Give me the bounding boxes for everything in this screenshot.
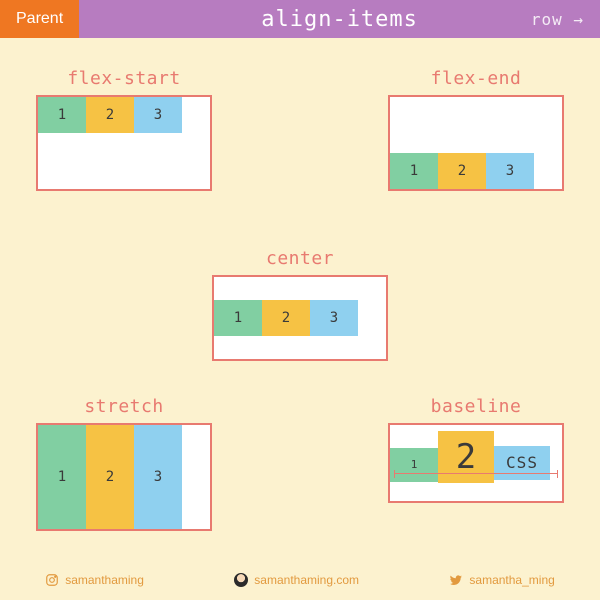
demo-flex-end: 1 2 3: [388, 95, 564, 191]
demo-flex-start: 1 2 3: [36, 95, 212, 191]
footer-instagram: samanthaming: [45, 573, 144, 587]
cell: 1: [390, 448, 438, 482]
cell: 3: [134, 425, 182, 529]
page: Parent align-items row → flex-start 1 2 …: [0, 0, 600, 600]
footer-twitter-text: samantha_ming: [469, 573, 554, 587]
direction-label: row →: [531, 10, 584, 29]
footer-site: samanthaming.com: [234, 573, 359, 587]
demo-baseline: 1 2 CSS: [388, 423, 564, 503]
cell: 3: [310, 300, 358, 336]
example-baseline: baseline 1 2 CSS: [388, 396, 564, 503]
cell: 1: [38, 97, 86, 133]
label-baseline: baseline: [431, 396, 522, 417]
label-flex-end: flex-end: [431, 68, 522, 89]
cell: 2: [86, 425, 134, 529]
instagram-icon: [45, 573, 59, 587]
cell: 1: [390, 153, 438, 189]
example-stretch: stretch 1 2 3: [36, 396, 212, 531]
label-stretch: stretch: [84, 396, 163, 417]
example-center: center 1 2 3: [212, 248, 388, 361]
label-center: center: [266, 248, 334, 269]
baseline-indicator: [394, 473, 558, 474]
avatar-icon: [234, 573, 248, 587]
canvas: flex-start 1 2 3 flex-end 1 2 3 center 1…: [0, 38, 600, 560]
page-title: align-items: [261, 7, 418, 32]
cell: 3: [486, 153, 534, 189]
example-flex-end: flex-end 1 2 3: [388, 68, 564, 191]
parent-badge: Parent: [0, 0, 79, 38]
cell: 2: [86, 97, 134, 133]
demo-center: 1 2 3: [212, 275, 388, 361]
cell: 2: [262, 300, 310, 336]
footer-site-text: samanthaming.com: [254, 573, 359, 587]
cell: CSS: [494, 446, 550, 480]
footer-instagram-text: samanthaming: [65, 573, 144, 587]
footer: samanthaming samanthaming.com samantha_m…: [0, 560, 600, 600]
demo-stretch: 1 2 3: [36, 423, 212, 531]
cell: 1: [214, 300, 262, 336]
label-flex-start: flex-start: [67, 68, 180, 89]
title-bar: align-items row →: [79, 0, 600, 38]
footer-twitter: samantha_ming: [449, 573, 554, 587]
cell: 2: [438, 431, 494, 483]
cell: 2: [438, 153, 486, 189]
header: Parent align-items row →: [0, 0, 600, 38]
twitter-icon: [449, 573, 463, 587]
cell: 1: [38, 425, 86, 529]
cell: 3: [134, 97, 182, 133]
example-flex-start: flex-start 1 2 3: [36, 68, 212, 191]
